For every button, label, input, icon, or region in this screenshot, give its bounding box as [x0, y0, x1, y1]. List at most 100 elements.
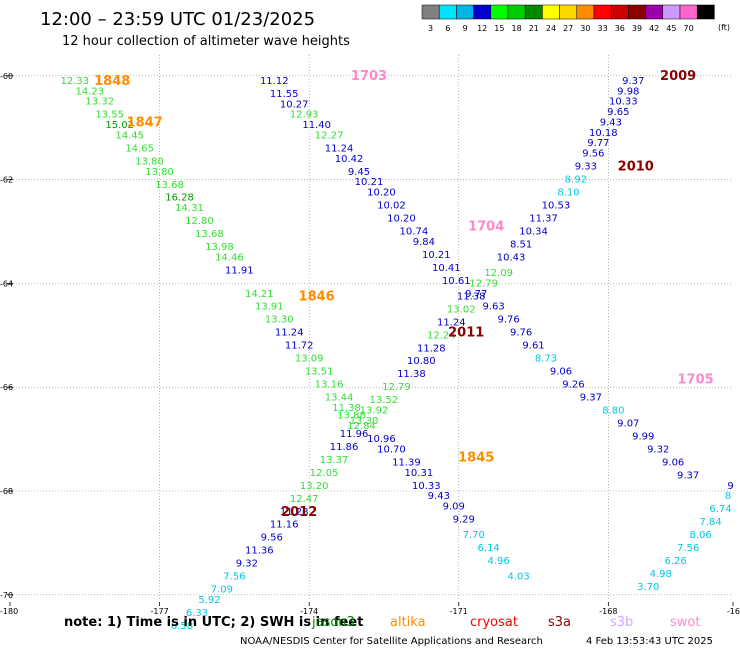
wave-height-label: 6.58	[171, 621, 193, 632]
wave-height-label: 10.34	[519, 226, 548, 237]
legend-swatch	[679, 4, 698, 20]
wave-height-label: 9.76	[510, 328, 532, 339]
wave-height-label: 9.98	[617, 86, 639, 97]
wave-height-label: 10.27	[280, 99, 309, 110]
wave-height-label: 7.56	[677, 543, 699, 554]
wave-height-label: 14.65	[125, 143, 154, 154]
wave-height-label: 13.88	[337, 411, 366, 422]
legend-label: 45	[666, 24, 676, 33]
wave-height-label: 10.02	[377, 201, 406, 212]
wave-height-label: 8.80	[602, 406, 624, 417]
legend-label: 36	[615, 24, 625, 33]
wave-height-label: 9.32	[647, 444, 669, 455]
wave-height-label: 6.74	[709, 504, 731, 515]
legend-swatch	[696, 4, 715, 20]
track-label: 1846	[299, 289, 335, 304]
wave-height-label: 9.43	[428, 491, 450, 502]
wave-height-label: 12.05	[310, 468, 339, 479]
legend-label: 3	[428, 24, 433, 33]
wave-height-label: 12.27	[315, 130, 344, 141]
wave-height-label: 12.79	[469, 278, 498, 289]
y-tick-label: -60	[0, 72, 13, 81]
wave-height-label: 13.20	[300, 481, 329, 492]
wave-height-label: 9.26	[562, 380, 584, 391]
wave-height-label: 9.37	[580, 393, 602, 404]
legend-label: 18	[512, 24, 522, 33]
wave-height-label: 9.43	[600, 117, 622, 128]
wave-height-label: 7.84	[699, 517, 721, 528]
satellite-cryosat: cryosat	[470, 615, 518, 630]
wave-height-label: 9.09	[443, 502, 465, 513]
wave-height-label: 14.31	[175, 203, 204, 214]
wave-height-label: 12.33	[61, 76, 90, 87]
wave-height-label: 11.96	[340, 429, 369, 440]
wave-height-label: 14.23	[75, 86, 104, 97]
wave-height-label: 8.06	[689, 530, 711, 541]
track-label: 2012	[281, 505, 317, 520]
wave-height-label: 11.28	[280, 507, 309, 518]
x-tick-label: -180	[0, 607, 18, 616]
wave-height-label: 9.29	[453, 515, 475, 526]
wave-height-label: 9.56	[582, 149, 604, 160]
wave-height-label: 13.91	[255, 302, 284, 313]
wave-height-label: 13.92	[360, 406, 389, 417]
y-tick-label: -68	[0, 487, 13, 496]
legend-label: 9	[462, 24, 467, 33]
wave-height-label: 14.45	[115, 130, 144, 141]
wave-height-label: 13.32	[85, 97, 114, 108]
wave-height-label: 9.37	[622, 76, 644, 87]
wave-height-label: 14.21	[245, 289, 274, 300]
track-label: 2010	[618, 160, 654, 175]
wave-height-label: 11.39	[392, 457, 421, 468]
wave-height-label: 11.38	[332, 403, 361, 414]
legend-label: 39	[632, 24, 642, 33]
satellite-swot: swot	[670, 615, 700, 630]
wave-height-label: 9.99	[632, 432, 654, 443]
wave-height-label: 10.96	[367, 434, 396, 445]
legend-swatch	[438, 4, 457, 20]
wave-height-label: 11.37	[529, 214, 558, 225]
legend-label: 24	[546, 24, 556, 33]
wave-height-label: 9.07	[617, 419, 639, 430]
track-label: 1845	[458, 450, 494, 465]
wave-height-label: 10.21	[355, 177, 384, 188]
legend-label: 15	[494, 24, 504, 33]
legend-label: 42	[649, 24, 659, 33]
wave-height-label: 12.47	[290, 494, 319, 505]
wave-height-label: 11.24	[275, 328, 304, 339]
wave-height-label: 11.91	[225, 265, 254, 276]
wave-height-label: 10.74	[400, 226, 429, 237]
wave-height-label: 15.02	[105, 120, 134, 131]
wave-height-label: 13.52	[370, 395, 399, 406]
legend-swatch	[610, 4, 629, 20]
wave-height-label: 13.09	[295, 354, 324, 365]
wave-height-label: 8	[725, 491, 731, 502]
legend-swatch	[662, 4, 681, 20]
legend-unit: (ft)	[718, 23, 730, 32]
legend-swatch	[645, 4, 664, 20]
wave-height-label: 10.61	[442, 276, 471, 287]
wave-height-label: 13.68	[155, 180, 184, 191]
legend-swatch	[559, 4, 578, 20]
wave-height-label: 10.33	[609, 97, 638, 108]
wave-height-label: 9.77	[587, 138, 609, 149]
wave-height-label: 10.20	[387, 214, 416, 225]
wave-height-label: 9.06	[550, 367, 572, 378]
track-label: 2011	[448, 326, 484, 341]
satellite-s3a: s3a	[548, 615, 571, 630]
wave-height-label: 4.03	[507, 572, 529, 583]
legend-label: 12	[477, 24, 487, 33]
track-labels: 1848 1847 1846 1845 1703 1704 1705 2009 2010 2011…	[94, 69, 714, 520]
legend-label: 30	[580, 24, 590, 33]
satellite-legend: jason3 altika cryosat s3a s3b swot	[311, 615, 700, 630]
y-tick-label: -66	[0, 383, 13, 392]
wave-height-label: 8.51	[510, 239, 532, 250]
wave-height-label: 13.51	[305, 367, 334, 378]
legend-swatch	[576, 4, 595, 20]
wave-height-label: 9.56	[261, 533, 283, 544]
legend-label: 70	[684, 24, 694, 33]
color-legend: 3 6 9 12 15 18 21 24 27 30 33 36 39 42 45 70	[421, 4, 715, 33]
wave-height-label: 12.84	[347, 421, 376, 432]
wave-height-label: 10.21	[422, 250, 451, 261]
legend-swatch	[524, 4, 543, 20]
